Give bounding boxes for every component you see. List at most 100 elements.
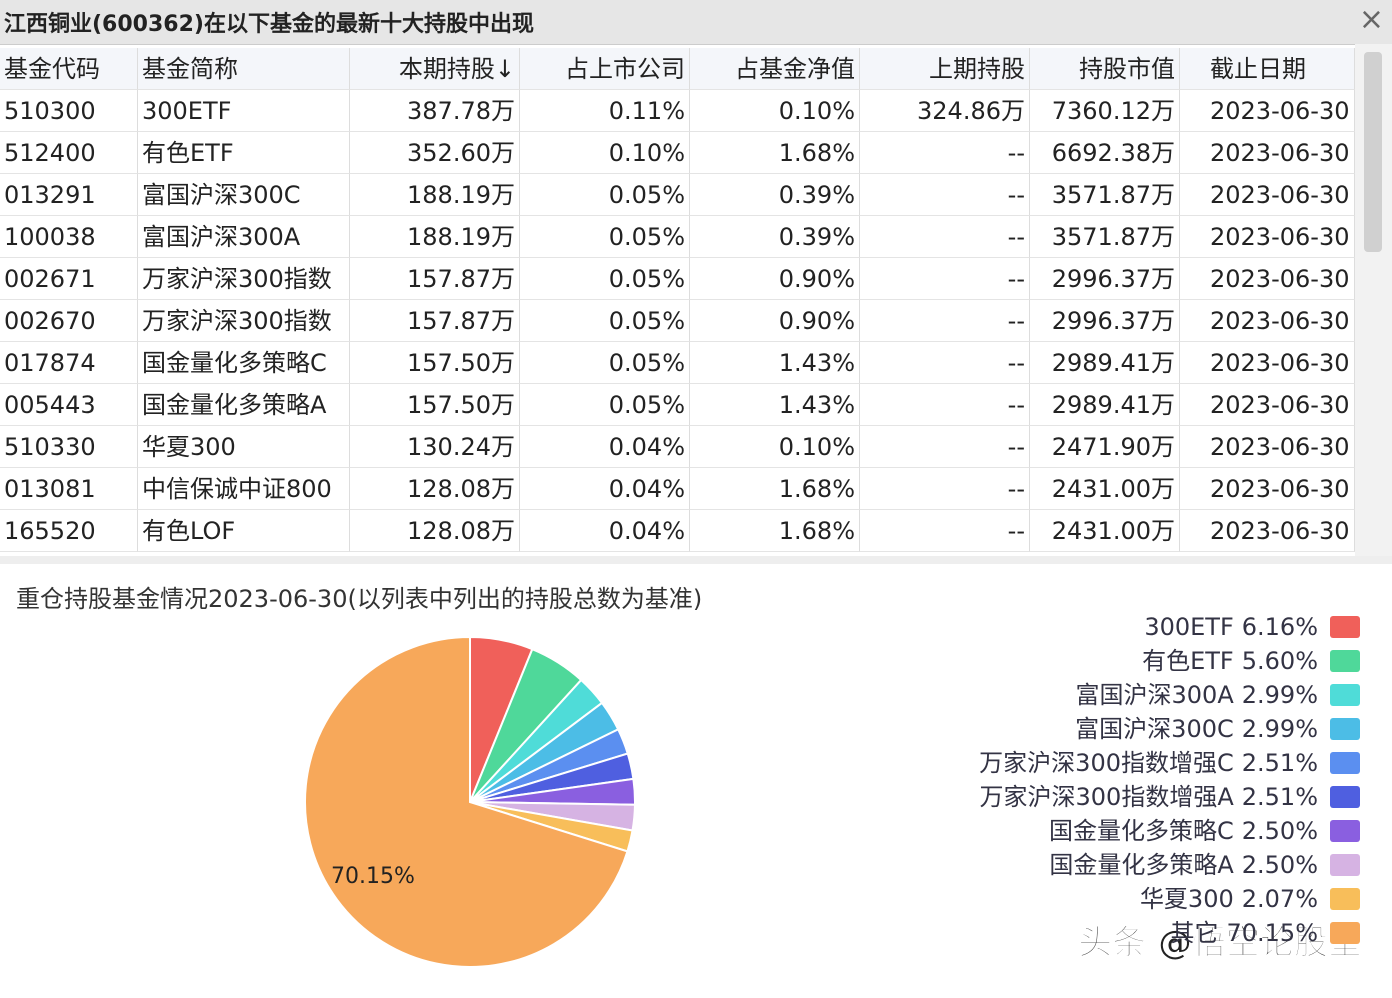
legend-name: 富国沪深300C (1075, 715, 1234, 743)
header-cell[interactable]: 本期持股↓ (350, 48, 520, 90)
table-cell: -- (860, 468, 1030, 510)
table-cell: 157.50万 (350, 384, 520, 426)
table-cell: 2023-06-30 (1180, 342, 1355, 384)
legend-swatch (1330, 786, 1360, 808)
legend-value: 2.50% (1242, 817, 1318, 845)
watermark: 头条 @悟空论股堂 (1078, 923, 1362, 963)
table-cell: 512400 (0, 132, 138, 174)
table-cell: 0.10% (690, 90, 860, 132)
table-cell: -- (860, 132, 1030, 174)
table-cell: 0.04% (520, 468, 690, 510)
table-cell: 0.39% (690, 174, 860, 216)
header-cell[interactable]: 持股市值 (1030, 48, 1180, 90)
table-cell: 国金量化多策略A (138, 384, 350, 426)
legend-swatch (1330, 820, 1360, 842)
legend-entry: 万家沪深300指数增强A 2.51% (980, 783, 1318, 811)
table-cell: 2431.00万 (1030, 468, 1180, 510)
pie-slice (304, 635, 629, 968)
legend-value: 2.50% (1242, 851, 1318, 879)
legend-swatch (1330, 922, 1360, 944)
legend-name: 华夏300 (1140, 885, 1234, 913)
header-cell[interactable]: 截止日期 (1180, 48, 1355, 90)
table-cell: 2023-06-30 (1180, 174, 1355, 216)
table-cell: 157.50万 (350, 342, 520, 384)
title-bar: 江西铜业(600362)在以下基金的最新十大持股中出现 × (0, 0, 1392, 45)
table-cell: -- (860, 426, 1030, 468)
table-cell: 有色ETF (138, 132, 350, 174)
table-cell: 188.19万 (350, 216, 520, 258)
pie-chart: 重仓持股基金情况2023-06-30(以列表中列出的持股总数为基准) 头条 @悟… (16, 585, 1363, 968)
legend-swatch (1330, 888, 1360, 910)
table-cell: 0.05% (520, 300, 690, 342)
legend-value: 70.15% (1226, 919, 1318, 947)
table-cell: -- (860, 174, 1030, 216)
table-cell: 2023-06-30 (1180, 132, 1355, 174)
table-cell: 002671 (0, 258, 138, 300)
table-cell: -- (860, 510, 1030, 552)
table-cell: 国金量化多策略C (138, 342, 350, 384)
table-cell: 2989.41万 (1030, 342, 1180, 384)
table-cell: 017874 (0, 342, 138, 384)
legend-name: 万家沪深300指数增强C (979, 749, 1234, 777)
table-cell: 013291 (0, 174, 138, 216)
table-cell: 1.68% (690, 510, 860, 552)
table-cell: 2023-06-30 (1180, 510, 1355, 552)
window-title: 江西铜业(600362)在以下基金的最新十大持股中出现 (4, 12, 534, 37)
scroll-thumb[interactable] (1364, 52, 1382, 252)
table-cell: 157.87万 (350, 258, 520, 300)
table-cell: -- (860, 216, 1030, 258)
table-cell: 352.60万 (350, 132, 520, 174)
legend-name: 国金量化多策略C (1049, 817, 1234, 845)
chart-title: 重仓持股基金情况2023-06-30(以列表中列出的持股总数为基准) (16, 585, 702, 613)
legend-name: 万家沪深300指数增强A (980, 783, 1235, 811)
table-cell: -- (860, 384, 1030, 426)
table-cell: 002670 (0, 300, 138, 342)
table-cell: 有色LOF (138, 510, 350, 552)
table-cell: 165520 (0, 510, 138, 552)
table-cell: 2023-06-30 (1180, 426, 1355, 468)
table-cell: 6692.38万 (1030, 132, 1180, 174)
legend-name: 其它 (1170, 919, 1218, 947)
table-cell: 富国沪深300C (138, 174, 350, 216)
table-cell: 2989.41万 (1030, 384, 1180, 426)
header-cell[interactable]: 占基金净值 (690, 48, 860, 90)
close-button[interactable]: × (1358, 2, 1384, 37)
table-cell: 1.68% (690, 132, 860, 174)
legend-value: 2.07% (1242, 885, 1318, 913)
table-cell: 3571.87万 (1030, 216, 1180, 258)
table-cell: 100038 (0, 216, 138, 258)
table-cell: 0.90% (690, 258, 860, 300)
legend-swatch (1330, 854, 1360, 876)
table-cell: 510300 (0, 90, 138, 132)
legend-value: 6.16% (1242, 613, 1318, 641)
legend-value: 5.60% (1242, 647, 1318, 675)
table-cell: 0.05% (520, 342, 690, 384)
table-cell: 510330 (0, 426, 138, 468)
legend-entry: 华夏300 2.07% (1140, 885, 1318, 913)
legend-swatch (1330, 616, 1360, 638)
legend-swatch (1330, 718, 1360, 740)
table-cell: 0.04% (520, 426, 690, 468)
table-cell: 万家沪深300指数 (138, 300, 350, 342)
table-cell: 中信保诚中证800 (138, 468, 350, 510)
header-cell[interactable]: 占上市公司 (520, 48, 690, 90)
header-cell[interactable]: 基金代码 (0, 48, 138, 90)
table-cell: 0.05% (520, 216, 690, 258)
table-cell: 0.39% (690, 216, 860, 258)
table-cell: 2471.90万 (1030, 426, 1180, 468)
table-cell: 华夏300 (138, 426, 350, 468)
table-cell: 2023-06-30 (1180, 300, 1355, 342)
header-cell[interactable]: 上期持股 (860, 48, 1030, 90)
table-cell: 0.05% (520, 174, 690, 216)
legend-entry: 国金量化多策略A 2.50% (1049, 851, 1318, 879)
table-cell: 1.43% (690, 384, 860, 426)
table-cell: 0.05% (520, 258, 690, 300)
table-cell: 2023-06-30 (1180, 468, 1355, 510)
legend-name: 300ETF (1144, 613, 1233, 641)
table-cell: 0.11% (520, 90, 690, 132)
table-cell: 0.04% (520, 510, 690, 552)
table-cell: 157.87万 (350, 300, 520, 342)
scrollbar[interactable] (1355, 44, 1392, 556)
header-cell[interactable]: 基金简称 (138, 48, 350, 90)
table-cell: 1.68% (690, 468, 860, 510)
